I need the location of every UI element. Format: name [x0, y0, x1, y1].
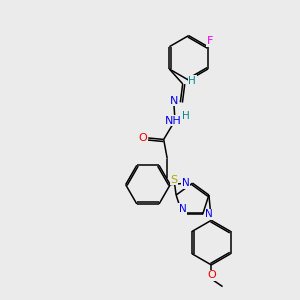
Text: N: N: [169, 96, 178, 106]
Text: F: F: [207, 36, 214, 46]
Text: O: O: [207, 270, 216, 280]
Text: O: O: [139, 133, 147, 143]
Text: H: H: [182, 111, 190, 121]
Text: NH: NH: [165, 116, 182, 126]
Text: H: H: [188, 76, 196, 86]
Text: N: N: [182, 178, 190, 188]
Text: S: S: [170, 175, 177, 184]
Text: N: N: [205, 209, 213, 219]
Text: N: N: [178, 204, 186, 214]
